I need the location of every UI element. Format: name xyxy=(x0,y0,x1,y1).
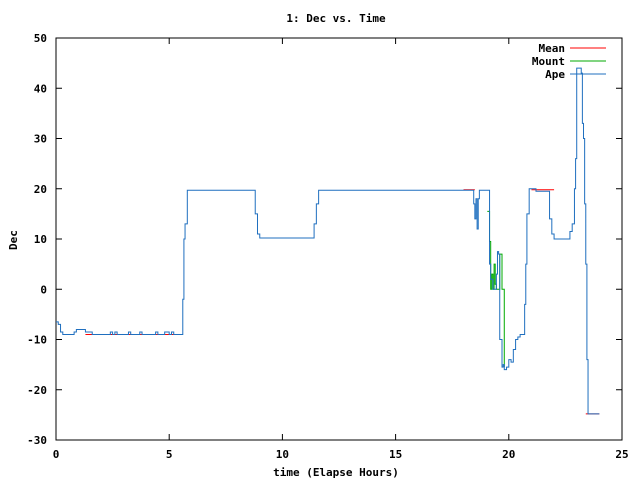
x-tick-label: 0 xyxy=(53,448,60,461)
y-tick-label: -20 xyxy=(27,384,47,397)
y-tick-label: 30 xyxy=(34,133,47,146)
y-axis-label: Dec xyxy=(7,230,20,250)
y-tick-label: 40 xyxy=(34,82,47,95)
x-tick-label: 20 xyxy=(502,448,515,461)
series-ape-line xyxy=(56,67,600,415)
x-tick-label: 10 xyxy=(276,448,289,461)
x-tick-label: 15 xyxy=(389,448,402,461)
y-tick-label: 10 xyxy=(34,233,47,246)
plot-frame xyxy=(55,37,623,441)
y-tick-label: 50 xyxy=(34,32,47,45)
chart-title: 1: Dec vs. Time xyxy=(286,12,386,25)
x-tick-label: 5 xyxy=(166,448,173,461)
y-tick-label: 0 xyxy=(40,283,47,296)
legend-label-mount: Mount xyxy=(532,55,565,68)
y-tick-label: -30 xyxy=(27,434,47,447)
plot-area xyxy=(56,67,600,415)
legend-label-mean: Mean xyxy=(539,42,566,55)
y-tick-label: 20 xyxy=(34,183,47,196)
y-tick-label: -10 xyxy=(27,334,47,347)
axis-ticks xyxy=(55,37,623,441)
legend-label-ape: Ape xyxy=(545,68,565,81)
axis-tick-labels: 0 5 10 15 20 25 -30 -20 -10 0 10 20 30 40 50 xyxy=(27,32,629,461)
x-axis-label: time (Elapse Hours) xyxy=(273,466,399,479)
x-tick-label: 25 xyxy=(615,448,628,461)
